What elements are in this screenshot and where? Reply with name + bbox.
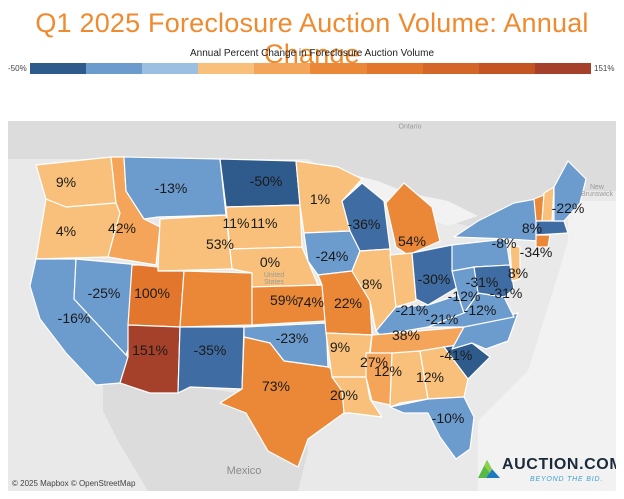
state-label-mn: 1% (309, 191, 331, 207)
legend-segment (142, 63, 199, 74)
state-label-ma: -34% (519, 244, 553, 260)
map-title: Q1 2025 Foreclosure Auction Volume: Annu… (35, 8, 589, 69)
legend-segment (198, 63, 255, 74)
legend-min-label: -50% (8, 64, 27, 73)
state-label-nj: 8% (507, 265, 529, 281)
state-label-wi: -36% (347, 216, 381, 232)
state-label-tn: 38% (391, 327, 421, 343)
legend-segment (366, 63, 423, 74)
state-label-ny: -8% (491, 235, 517, 251)
state-label-ut: 100% (134, 285, 170, 301)
state-label-nc: -12% (463, 302, 497, 318)
auction-com-logo: AUCTION.COM BEYOND THE BID. (478, 456, 616, 489)
state-label-nm: -35% (193, 342, 227, 358)
state-label-ky: -21% (395, 302, 429, 318)
legend-segment (478, 63, 535, 74)
state-co[interactable] (179, 270, 253, 328)
legend-segment (254, 63, 311, 74)
state-al[interactable] (389, 350, 429, 408)
state-label-ga: 12% (415, 369, 445, 385)
state-tx[interactable] (219, 336, 345, 468)
state-label-il: 22% (333, 295, 363, 311)
state-oh[interactable] (411, 244, 459, 306)
state-in[interactable] (389, 252, 417, 308)
state-label-wy: 11% (222, 215, 250, 231)
state-label-mt: -13% (154, 180, 188, 196)
state-label-fl: -10% (431, 410, 465, 426)
brand-tagline: BEYOND THE BID. (530, 476, 604, 483)
state-nj[interactable] (509, 244, 521, 282)
label-united-states: United States (263, 272, 285, 286)
state-label-id: 42% (107, 220, 137, 236)
state-label-wv: -21% (425, 311, 459, 327)
state-label-me: -22% (551, 200, 585, 216)
state-label-sc: -41% (439, 347, 473, 363)
state-ct[interactable] (535, 234, 551, 248)
state-label-oh: -30% (417, 271, 451, 287)
state-label-pa: -31% (465, 274, 499, 290)
state-label-ok: -23% (275, 330, 309, 346)
state-label-or: 4% (55, 223, 77, 239)
map-canvas (8, 121, 616, 491)
state-label-tx: 73% (261, 378, 291, 394)
label-ontario: Ontario (398, 123, 422, 131)
state-label-ms: 27% (359, 354, 389, 370)
state-label-nh: 8% (521, 220, 543, 236)
state-label-nd: -50% (249, 173, 283, 189)
state-md[interactable] (473, 264, 515, 298)
state-label-mo: 74% (295, 294, 325, 310)
state-label-sd: 11% (250, 215, 278, 231)
canada-land (8, 121, 616, 231)
state-az[interactable] (119, 324, 181, 394)
state-label-ks: 59% (269, 292, 299, 308)
state-ga[interactable] (419, 346, 469, 400)
legend-segment (30, 63, 87, 74)
state-me[interactable] (553, 160, 587, 222)
label-mexico: Mexico (226, 465, 262, 477)
brand-name: AUCTION.COM (502, 456, 616, 473)
state-label-ia: -24% (315, 248, 349, 264)
label-new-brunswick: New Brunswick (581, 184, 613, 198)
state-label-al: 12% (373, 363, 403, 379)
state-label-va: -12% (447, 288, 481, 304)
legend-max-label: 151% (594, 64, 615, 73)
state-mi[interactable] (385, 182, 441, 256)
state-label-in: 8% (361, 276, 383, 292)
state-label-az: 151% (132, 342, 168, 358)
state-label-la: 20% (329, 387, 359, 403)
state-label-ar: 9% (329, 339, 351, 355)
auction-logo-icon (478, 460, 500, 478)
state-ms[interactable] (365, 352, 393, 406)
us-state-map[interactable]: Ontario New Brunswick United States Mexi… (8, 121, 616, 491)
state-nm[interactable] (177, 326, 245, 394)
legend-segment (310, 63, 367, 74)
map-attribution: © 2025 Mapbox © OpenStreetMap (12, 479, 136, 488)
atlantic-water (478, 201, 616, 491)
legend-segment (422, 63, 479, 74)
color-legend-bar (30, 63, 591, 74)
state-label-wa: 9% (55, 174, 77, 190)
state-label-co: 53% (205, 236, 235, 252)
state-label-nv: -25% (87, 285, 121, 301)
state-label-ne: 0% (259, 254, 281, 270)
state-label-mi: 54% (397, 233, 427, 249)
state-label-ca: -16% (57, 310, 91, 326)
state-fl[interactable] (389, 396, 475, 460)
legend-segment (534, 63, 591, 74)
legend-segment (86, 63, 143, 74)
state-label-md: -31% (489, 285, 523, 301)
legend-title: Annual Percent Change in Foreclosure Auc… (189, 48, 435, 59)
